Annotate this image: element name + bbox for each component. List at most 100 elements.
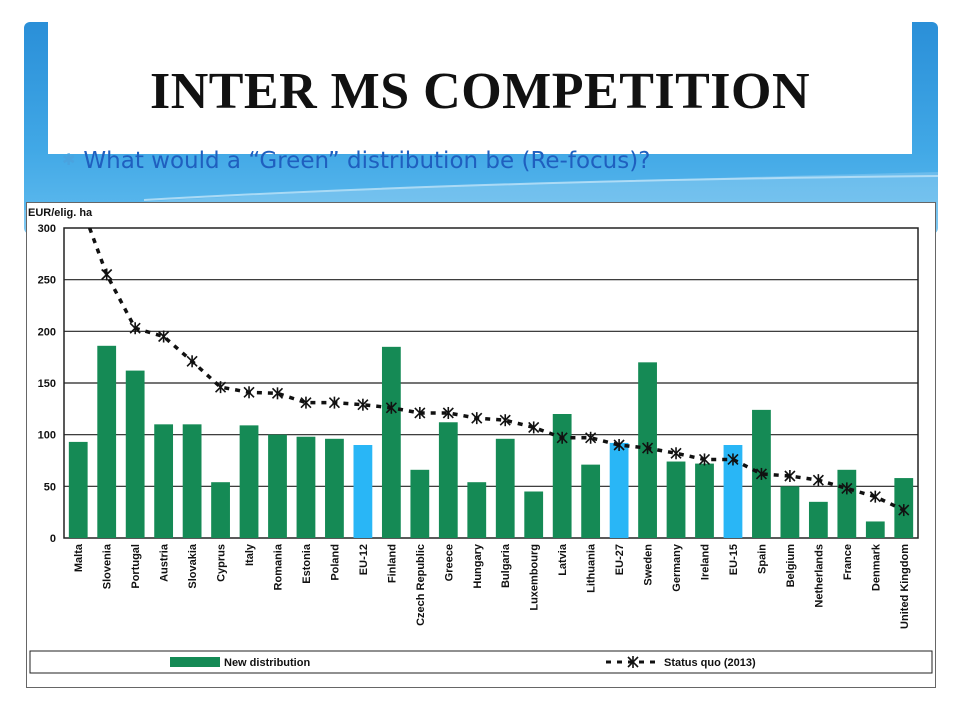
status-quo-marker [414,406,426,419]
y-tick-label: 0 [50,533,56,545]
bullet-label: What would a “Green” distribution be (Re… [83,148,651,174]
y-axis-label: EUR/elig. ha [28,207,93,219]
status-quo-marker [585,431,597,444]
status-quo-marker [784,470,796,482]
status-quo-marker [499,414,511,427]
bar [865,521,885,538]
status-quo-marker [158,330,170,343]
bar [723,445,743,538]
x-tick-label: EU-15 [728,544,740,575]
bar [609,442,629,538]
bar [68,441,88,538]
status-quo-marker [528,421,540,434]
status-quo-line [87,228,905,512]
bar [581,464,601,538]
bar [296,436,316,538]
bar [837,469,857,538]
status-quo-marker [243,386,255,399]
status-quo-marker [101,268,113,281]
x-tick-label: Romania [273,543,285,590]
bar [381,346,401,538]
x-tick-label: Estonia [301,543,313,584]
status-quo-marker [300,396,312,409]
bar [666,461,686,538]
bar [125,370,145,538]
y-tick-label: 300 [38,223,56,235]
bar [467,482,487,538]
x-tick-label: Slovakia [187,543,199,589]
status-quo-marker [271,387,284,400]
bar [780,486,800,538]
bar [182,424,202,538]
legend-label-new-distribution: New distribution [224,657,310,669]
legend-marker-status-quo [627,656,639,668]
status-quo-marker [898,504,910,517]
x-tick-label: Bulgaria [500,543,512,588]
status-quo-marker [186,355,198,368]
x-tick-label: Poland [329,544,341,581]
legend-swatch-new-distribution [170,657,220,667]
x-tick-label: Luxembourg [529,544,541,611]
status-quo-marker [613,439,625,451]
status-quo-marker [642,442,654,455]
bullet-star-icon: ✱ [62,150,76,169]
status-quo-marker [812,474,824,487]
x-tick-label: Slovenia [102,543,114,589]
bar [154,424,174,538]
x-tick-label: France [842,544,854,580]
x-tick-label: Latvia [557,543,569,576]
bar [438,422,458,538]
bar [239,425,259,538]
y-tick-label: 250 [38,275,56,287]
x-tick-label: Sweden [643,544,655,586]
slide-title: INTER MS COMPETITION [149,63,811,120]
x-tick-label: Belgium [785,544,797,588]
bar [808,501,828,538]
status-quo-marker [442,406,454,419]
status-quo-marker [841,482,853,495]
x-tick-label: Austria [159,543,171,582]
status-quo-marker [471,412,483,425]
status-quo-marker [385,401,397,414]
x-tick-label: Portugal [130,544,142,589]
bar [552,414,572,538]
x-tick-label: Netherlands [813,544,825,608]
status-quo-marker [129,322,141,335]
x-tick-label: Cyprus [216,544,228,582]
status-quo-marker [869,490,881,503]
legend-label-status-quo: Status quo (2013) [664,657,756,669]
status-quo-marker [755,467,767,480]
y-tick-label: 50 [44,481,56,493]
status-quo-marker [698,453,711,466]
bar [268,434,287,538]
bar [97,345,117,538]
y-tick-label: 150 [38,378,56,390]
x-tick-label: Denmark [870,543,882,591]
x-tick-label: Spain [756,544,768,574]
title-box: INTER MS COMPETITION [48,22,912,154]
x-tick-label: Italy [244,543,256,566]
legend-box [29,650,933,674]
bar [410,469,430,538]
x-tick-label: Malta [73,543,85,572]
chart-frame [26,202,936,688]
y-tick-label: 100 [38,430,56,442]
x-tick-label: EU-12 [358,544,370,575]
status-quo-marker [556,431,568,444]
x-tick-label: EU-27 [614,544,626,575]
bar [325,438,344,538]
status-quo-marker [727,453,739,466]
bar [353,445,373,538]
x-tick-label: Finland [386,544,398,583]
x-tick-label: Ireland [700,544,712,580]
x-tick-label: Lithuania [586,543,598,593]
x-tick-label: Greece [443,544,455,581]
bar [495,438,515,538]
bar [211,482,230,538]
y-tick-label: 200 [38,326,56,338]
bar [695,463,714,538]
x-tick-label: Germany [671,543,683,592]
status-quo-marker [670,447,682,460]
status-quo-marker [215,381,227,394]
